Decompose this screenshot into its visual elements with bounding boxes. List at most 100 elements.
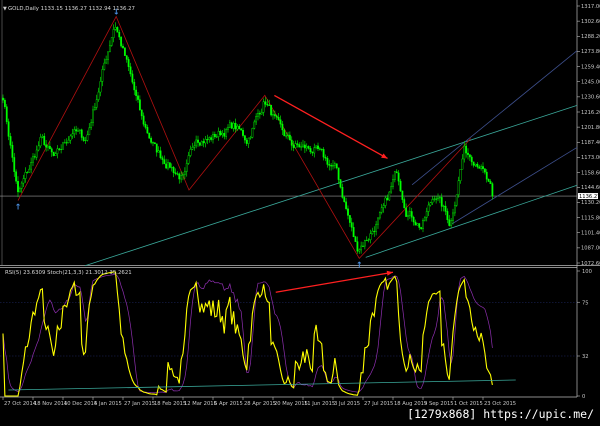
candle-body — [24, 172, 27, 179]
price-tick-label: 1101.40 — [581, 231, 600, 237]
candle-body — [474, 163, 477, 166]
candle-body — [54, 153, 57, 156]
candle-body — [437, 197, 439, 200]
candle-body — [292, 145, 295, 148]
candle-body — [448, 219, 451, 226]
time-tick-label: 27 Jan 2015 — [124, 401, 155, 407]
candle-body — [152, 142, 154, 144]
candle-body — [452, 212, 454, 221]
candle-body — [107, 51, 109, 60]
time-tick-label: 20 May 2015 — [274, 401, 308, 407]
candle-body — [478, 166, 481, 169]
candle-body — [22, 178, 25, 184]
candle-body — [309, 148, 312, 153]
candle-body — [82, 137, 85, 141]
candle-body — [290, 139, 293, 146]
trendlines-layer — [0, 15, 578, 267]
candle-body — [33, 156, 36, 158]
candle-body — [47, 145, 49, 148]
candle-body — [489, 181, 492, 184]
candle-body — [138, 99, 141, 111]
candle-body — [146, 127, 149, 134]
candle-body — [410, 211, 413, 218]
indicator-tick-label: 0 — [582, 394, 585, 400]
candle-body — [217, 131, 220, 137]
candle-body — [397, 172, 400, 182]
candle-body — [144, 124, 147, 128]
teal-trendline — [365, 184, 578, 258]
candle-body — [367, 239, 370, 241]
candle-body — [330, 165, 333, 167]
candle-body — [35, 149, 38, 158]
candle-body — [435, 198, 438, 200]
blue-trendline — [448, 147, 578, 227]
candle-body — [63, 142, 66, 144]
candle-body — [273, 114, 276, 117]
teal-trendline — [84, 105, 578, 267]
candle-body — [305, 146, 308, 149]
candle-body — [450, 220, 453, 226]
candle-body — [365, 240, 368, 242]
candle-body — [43, 135, 46, 145]
candle-body — [455, 194, 458, 206]
candle-body — [422, 219, 424, 229]
indicator-trendline — [8, 379, 516, 391]
candle-body — [232, 122, 235, 129]
candle-body — [39, 137, 42, 147]
candle-body — [150, 138, 153, 143]
candle-body — [129, 66, 132, 75]
candle-body — [20, 182, 23, 189]
zigzag-line — [17, 15, 472, 260]
candle-body — [345, 201, 348, 210]
time-tick-label: 12 Mar 2015 — [184, 401, 217, 407]
time-tick-label: 18 Aug 2015 — [394, 401, 427, 407]
candle-body — [110, 37, 113, 46]
time-tick-label: 27 Oct 2014 — [4, 401, 37, 407]
arrow-up-icon: ↑ — [356, 260, 363, 269]
candle-body — [198, 142, 201, 146]
candle-body — [73, 129, 76, 135]
candle-body — [93, 107, 96, 111]
candle-body — [249, 137, 252, 139]
candle-body — [148, 132, 151, 139]
collapse-triangle-icon[interactable]: ▼ — [3, 6, 7, 12]
candle-body — [431, 199, 434, 204]
candle-body — [131, 73, 134, 83]
candle-body — [393, 171, 396, 180]
candle-body — [403, 199, 406, 209]
candle-body — [127, 59, 130, 67]
price-tick-label: 1144.60 — [581, 185, 600, 191]
candle-body — [392, 179, 394, 187]
candle-body — [279, 119, 282, 125]
candle-body — [313, 147, 316, 154]
candle-body — [187, 155, 190, 164]
candle-body — [257, 113, 259, 117]
candle-body — [307, 146, 310, 149]
candle-body — [15, 171, 18, 182]
candle-body — [395, 171, 398, 174]
candle-body — [37, 145, 40, 151]
candle-body — [283, 129, 286, 137]
candle-body — [168, 162, 171, 168]
candle-body — [377, 217, 379, 225]
candle-body — [326, 158, 329, 165]
candle-body — [195, 139, 198, 147]
candle-body — [480, 166, 483, 169]
candle-body — [360, 245, 363, 251]
candle-body — [463, 145, 466, 160]
candle-body — [343, 197, 346, 203]
candle-body — [444, 205, 447, 212]
candle-body — [375, 223, 378, 232]
overlay-layer: ↑ ↓ ↑ — [15, 8, 388, 269]
candle-body — [108, 45, 111, 53]
candle-body — [324, 156, 327, 159]
candle-body — [155, 143, 158, 153]
candle-body — [101, 69, 104, 82]
candle-body — [17, 181, 19, 193]
candle-body — [197, 139, 199, 143]
time-tick-label: 5 Jan 2015 — [94, 401, 122, 407]
candle-body — [92, 109, 94, 123]
candle-body — [105, 59, 108, 64]
candle-body — [333, 163, 336, 166]
